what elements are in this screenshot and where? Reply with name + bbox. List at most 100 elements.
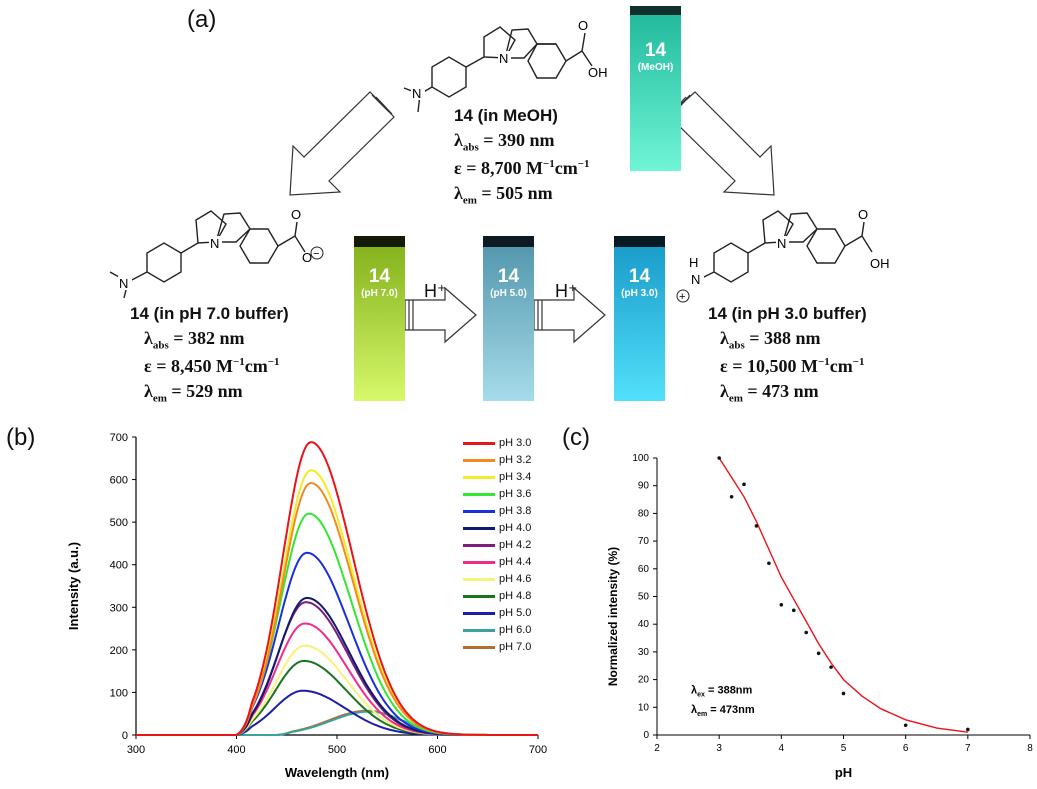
chart-b-x-tick-label: 500	[328, 744, 346, 756]
chart-c-y-tick-label: 40	[638, 619, 650, 630]
chart-c-data-point	[729, 494, 734, 499]
chart-b-legend-swatch	[463, 492, 495, 496]
panel-label-a: (a)	[187, 6, 217, 33]
chart-c-data-point	[804, 630, 808, 635]
chart-c-data-point	[966, 727, 970, 732]
chart-c-x-tick-label: 6	[903, 743, 909, 754]
compound-ph3-em: λem = 473 nm	[720, 380, 819, 405]
panel-label-b: (b)	[6, 424, 36, 451]
atom-n2-ph3: N	[777, 236, 786, 251]
chart-c-y-tick-label: 80	[638, 508, 650, 519]
chart-c-y-tick-label: 60	[638, 564, 650, 575]
chart-b-x-tick-label: 400	[227, 744, 245, 756]
chart-b-legend-label: pH 4.6	[499, 573, 532, 585]
chart-c-data-point	[829, 665, 833, 669]
chart-b-legend-label: pH 6.0	[499, 624, 532, 636]
chart-c-y-tick-label: 20	[638, 675, 650, 686]
chart-b-legend-swatch	[463, 645, 495, 649]
vial-ph3	[614, 236, 665, 401]
chart-c-x-tick-label: 7	[965, 743, 971, 754]
vial-number-ph3: 14	[628, 266, 651, 287]
chart-b-legend-swatch	[463, 475, 495, 479]
compound-ph7-name: 14 (in pH 7.0 buffer)	[130, 304, 289, 323]
atom-oh-meoh: OH	[588, 65, 608, 80]
chart-c-x-tick-label: 3	[716, 743, 722, 754]
vial-condition-ph5: (pH 5.0)	[490, 288, 527, 299]
chart-b-legend-label: pH 4.8	[499, 590, 532, 602]
h-plus-label-2: H⁺	[555, 281, 578, 301]
chart-c-data-point	[816, 651, 821, 656]
chart-c-y-tick-label: 90	[638, 481, 650, 492]
atom-n2-meoh: N	[499, 51, 508, 66]
chart-b-legend-entry: pH 4.8	[463, 590, 531, 607]
chart-b-y-tick-label: 400	[110, 560, 128, 572]
structure-drawings: N N O OH N N O O − H N + N O OH	[109, 6, 890, 401]
chart-b-legend-label: pH 3.2	[499, 454, 532, 466]
chart-b-legend-label: pH 4.2	[499, 539, 532, 551]
chart-b-legend-entry: pH 4.0	[463, 522, 531, 539]
chart-b-legend-label: pH 4.0	[499, 522, 532, 534]
chart-b-legend-swatch	[463, 594, 495, 598]
chart-c-fit-line	[718, 457, 968, 733]
structure-meoh	[403, 26, 593, 113]
chart-c-data-point	[754, 524, 759, 528]
chart-b-legend-swatch	[463, 628, 495, 632]
chart-b-legend-swatch	[463, 509, 495, 513]
atom-n-ph3: N	[691, 272, 700, 287]
chart-b-legend-label: pH 7.0	[499, 641, 532, 653]
arrow-ph5-to-ph3	[533, 286, 606, 344]
chart-c-y-tick-label: 70	[638, 536, 650, 547]
chart-b-y-tick-label: 300	[110, 602, 128, 614]
chart-c-annotation-em: λem = 473nm	[691, 704, 755, 718]
vial-condition-ph7: (pH 7.0)	[361, 288, 398, 299]
chart-c-y-tick-label: 100	[632, 453, 649, 464]
arrow-to-ph3	[669, 91, 775, 196]
chart-c-x-tick-label: 5	[841, 743, 847, 754]
atom-o2-ph7: O	[302, 250, 312, 265]
chart-b-legend-swatch	[463, 560, 495, 564]
charge-minus-ph7: −	[313, 248, 319, 260]
vial-label-ph7: 14 (pH 7.0)	[354, 266, 405, 299]
atom-n-meoh: N	[412, 86, 421, 101]
panel-label-c: (c)	[562, 424, 590, 451]
chart-b-legend-label: pH 3.8	[499, 505, 532, 517]
chart-b-series-line	[136, 689, 538, 736]
chart-b-legend-swatch	[463, 577, 495, 581]
chart-c-y-tick-label: 30	[638, 647, 650, 658]
chart-b-legend-entry: pH 4.2	[463, 539, 531, 556]
chart-c-xlabel: pH	[835, 765, 852, 780]
vial-meoh	[630, 6, 681, 171]
chart-c-data-point	[779, 603, 784, 607]
vial-number-ph5: 14	[497, 266, 520, 287]
compound-meoh-block: 14 (in MeOH) λabs = 390 nm ε = 8,700 M−1…	[454, 106, 589, 206]
atom-o-ph3: O	[858, 207, 868, 222]
vial-label-meoh: 14 (MeOH)	[630, 40, 681, 73]
chart-c-ylabel: Normalized intensity (%)	[606, 547, 620, 686]
chart-b-xlabel: Wavelength (nm)	[285, 765, 389, 780]
vial-label-ph3: 14 (pH 3.0)	[614, 266, 665, 299]
arrow-ph7-to-ph5	[404, 286, 477, 344]
atom-n-ph7: N	[119, 276, 128, 291]
chart-b-legend-label: pH 4.4	[499, 556, 532, 568]
compound-ph7-block: 14 (in pH 7.0 buffer) λabs = 382 nm ε = …	[130, 304, 289, 404]
compound-ph7-abs: λabs = 382 nm	[144, 328, 245, 352]
compound-ph3-name: 14 (in pH 3.0 buffer)	[708, 304, 867, 323]
chart-c-y-tick-label: 0	[643, 730, 649, 741]
chart-b-legend-entry: pH 5.0	[463, 607, 531, 624]
compound-meoh-name: 14 (in MeOH)	[454, 106, 558, 125]
chart-c-x-tick-label: 2	[654, 743, 660, 754]
chart-c-x-tick-label: 4	[779, 743, 785, 754]
chart-b-y-tick-label: 700	[110, 432, 128, 444]
compound-meoh-abs: λabs = 390 nm	[454, 130, 555, 154]
chart-b-legend-swatch	[463, 526, 495, 530]
chart-b-series-line	[136, 710, 538, 736]
chart-c-data-point	[841, 691, 846, 696]
chart-c-y-tick-label: 10	[638, 702, 650, 713]
structure-ph7	[109, 210, 306, 299]
chart-b-legend-swatch	[463, 458, 495, 462]
chart-b-y-tick-label: 100	[110, 687, 128, 699]
vial-ph5	[483, 236, 534, 401]
chart-b-legend-entry: pH 3.0	[463, 437, 531, 454]
chart-b-legend-entry: pH 6.0	[463, 624, 531, 641]
arrow-to-ph7	[289, 91, 395, 196]
